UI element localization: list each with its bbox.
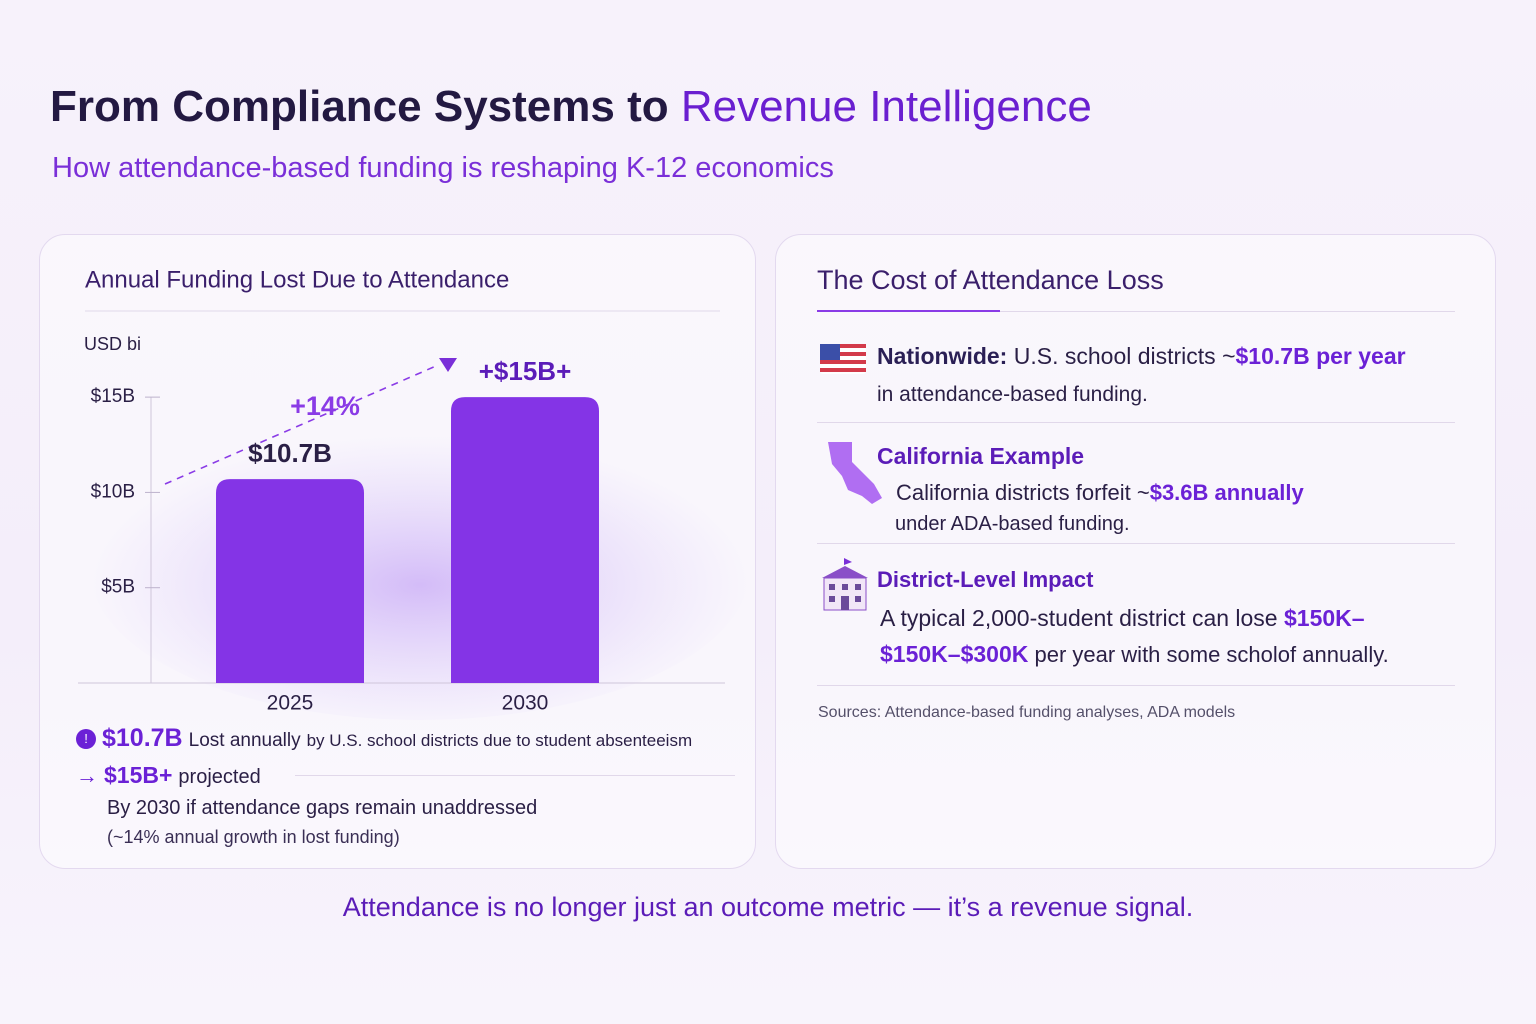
cost-panel (775, 234, 1496, 869)
item-text: under ADA-based funding. (895, 513, 1130, 535)
california-icon (828, 442, 882, 504)
footer: Attendance is no longer just an outcome … (342, 892, 1194, 922)
x-tick-label: 2025 (267, 692, 314, 715)
item-line: A typical 2,000-student district can los… (880, 605, 1365, 632)
y-axis-label: USD bi (84, 334, 141, 354)
note-label: Lost annually (188, 730, 301, 751)
divider (295, 775, 735, 776)
note-lost: ! $10.7B Lost annually by U.S. school di… (76, 724, 692, 753)
sources: Sources: Attendance-based funding analys… (818, 704, 1236, 721)
chart-title: Annual Funding Lost Due to Attendance (85, 266, 509, 293)
note-text: (~14% annual growth in lost funding) (107, 827, 400, 847)
bar (216, 479, 364, 683)
y-tick-label: $10B (91, 481, 135, 502)
item-heading: District-Level Impact (877, 567, 1094, 592)
item-line: California districts forfeit ~$3.6B annu… (896, 480, 1304, 506)
subtitle: How attendance-based funding is reshapin… (52, 152, 834, 184)
flag-icon (820, 344, 866, 374)
note-value: $15B+ (104, 762, 173, 788)
school-icon (822, 558, 868, 611)
item-line: Nationwide: U.S. school districts ~$10.7… (877, 343, 1406, 370)
item-heading: California Example (877, 443, 1085, 469)
value-label: $10.7B (248, 438, 332, 468)
item-text: per year with some scholof annually. (1034, 642, 1389, 667)
arrow-icon: → (76, 763, 98, 788)
value-label: +$15B+ (479, 356, 572, 386)
item-highlight: $150K– (1284, 605, 1365, 631)
item-line: $150K–$300K per year with some scholof a… (880, 641, 1389, 668)
page-title: From Compliance Systems to Revenue Intel… (50, 82, 1092, 132)
item-text: A typical 2,000-student district can los… (880, 605, 1278, 631)
title-start: From Compliance Systems to (50, 82, 669, 131)
annotation: +14% (290, 391, 360, 421)
divider (817, 685, 1455, 686)
y-tick-label: $15B (91, 386, 135, 407)
item-heading: Nationwide: (877, 343, 1008, 369)
bar (451, 397, 599, 683)
note-text: By 2030 if attendance gaps remain unaddr… (107, 797, 538, 819)
item-text: in attendance-based funding. (877, 383, 1148, 406)
accent-line (817, 310, 1000, 312)
trend-arrow (164, 365, 437, 485)
divider (817, 422, 1455, 423)
note-value: $10.7B (102, 724, 183, 752)
item-highlight: $10.7B per year (1235, 343, 1406, 369)
note-projected: → $15B+ projected (76, 762, 261, 789)
item-text: U.S. school districts ~ (1013, 343, 1236, 369)
title-accent: Revenue Intelligence (680, 82, 1092, 131)
note-label: projected (178, 766, 261, 788)
chart: Annual Funding Lost Due to Attendance US… (78, 266, 750, 720)
item-text: California districts forfeit ~ (896, 480, 1150, 505)
info-icon: ! (76, 728, 96, 749)
glow (90, 420, 750, 720)
arrow-head (439, 358, 457, 372)
y-tick-label: $5B (101, 577, 135, 598)
divider (817, 311, 1455, 312)
divider (817, 543, 1455, 544)
panel-title: The Cost of Attendance Loss (817, 265, 1164, 295)
item-highlight: $3.6B annually (1149, 480, 1304, 505)
x-tick-label: 2030 (502, 692, 549, 715)
item-highlight: $150K–$300K (880, 641, 1029, 667)
note-text: by U.S. school districts due to student … (306, 731, 693, 750)
